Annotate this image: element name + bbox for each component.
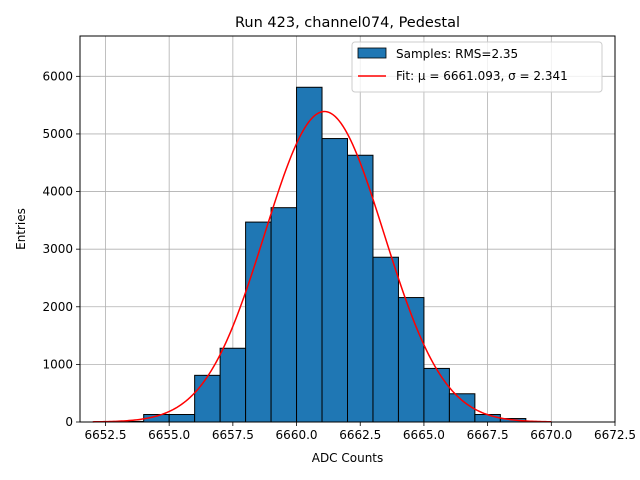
x-tick-label: 6665.0	[403, 428, 445, 442]
legend: Samples: RMS=2.35 Fit: μ = 6661.093, σ =…	[351, 41, 603, 93]
x-tick-label: 6660.0	[276, 428, 318, 442]
histogram-bar	[397, 297, 425, 423]
y-tick-label: 2000	[42, 300, 73, 314]
legend-swatch-samples	[357, 47, 387, 59]
plot-frame	[79, 35, 616, 423]
histogram-bar	[474, 414, 501, 423]
x-tick-label: 6657.5	[212, 428, 254, 442]
x-tick-label: 6662.5	[339, 428, 381, 442]
legend-label-samples: Samples: RMS=2.35	[396, 47, 518, 61]
histogram-bar	[296, 86, 323, 423]
y-axis-label: Entries	[14, 208, 28, 250]
x-tick-label: 6655.0	[148, 428, 190, 442]
x-axis-ticks: 6652.5 6655.0 6657.5 6660.0 6662.5 6665.0 6667…	[84, 422, 636, 442]
y-axis-ticks: 0 1000 2000 3000 4000 5000 6000	[42, 69, 80, 429]
fit-curve	[92, 110, 552, 423]
legend-box	[351, 41, 603, 93]
histogram-bars	[117, 86, 527, 423]
y-tick-label: 3000	[42, 242, 73, 256]
y-tick-label: 0	[65, 415, 73, 429]
histogram-bar	[219, 347, 247, 423]
x-tick-label: 6670.0	[530, 428, 572, 442]
y-tick-label: 4000	[42, 185, 73, 199]
histogram-bar	[423, 367, 450, 423]
histogram-bar	[270, 207, 298, 423]
histogram-bar	[448, 393, 476, 423]
y-tick-label: 1000	[42, 357, 73, 371]
y-tick-label: 6000	[42, 69, 73, 83]
histogram-bar	[168, 414, 196, 423]
y-tick-label: 5000	[42, 127, 73, 141]
chart-title: Run 423, channel074, Pedestal	[235, 15, 460, 31]
x-tick-label: 6667.5	[467, 428, 509, 442]
legend-label-fit: Fit: μ = 6661.093, σ = 2.341	[396, 69, 568, 83]
histogram-bar	[321, 138, 348, 423]
x-axis-label: ADC Counts	[312, 451, 384, 465]
x-tick-label: 6672.5	[594, 428, 636, 442]
histogram-bar	[372, 256, 399, 423]
x-tick-label: 6652.5	[84, 428, 126, 442]
histogram-bar	[194, 374, 221, 423]
histogram-bar	[347, 154, 374, 423]
